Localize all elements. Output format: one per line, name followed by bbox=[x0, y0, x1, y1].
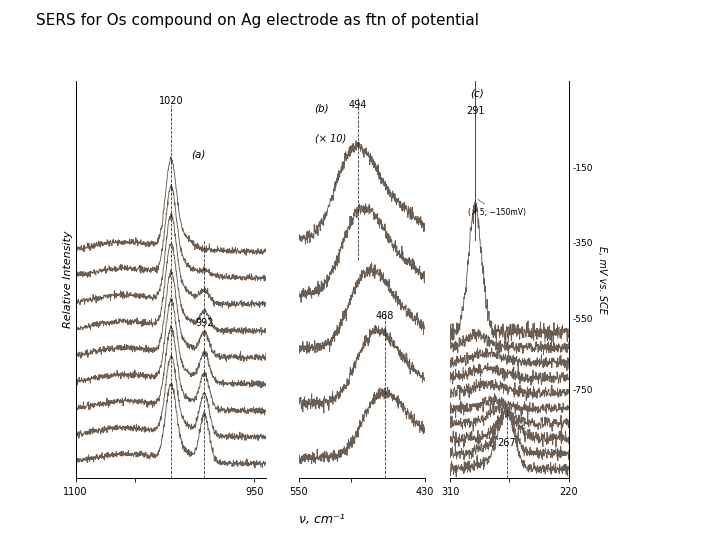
Text: -750: -750 bbox=[572, 386, 593, 395]
Text: 992: 992 bbox=[195, 318, 214, 328]
Text: (b): (b) bbox=[315, 104, 329, 113]
Text: 1020: 1020 bbox=[158, 96, 184, 105]
Text: (a): (a) bbox=[192, 150, 206, 160]
Text: 494: 494 bbox=[348, 100, 366, 110]
Y-axis label: Relative Intensity: Relative Intensity bbox=[63, 231, 73, 328]
Text: ν, cm⁻¹: ν, cm⁻¹ bbox=[300, 514, 345, 526]
Text: 291: 291 bbox=[466, 106, 485, 116]
Text: -350: -350 bbox=[572, 239, 593, 248]
Text: SERS for Os compound on Ag electrode as ftn of potential: SERS for Os compound on Ag electrode as … bbox=[36, 14, 479, 29]
Text: (× 10): (× 10) bbox=[315, 134, 346, 144]
Text: E, mV vs. SCE: E, mV vs. SCE bbox=[597, 246, 607, 313]
Text: (× 5; −150mV): (× 5; −150mV) bbox=[469, 199, 526, 218]
Text: 468: 468 bbox=[376, 311, 394, 321]
Text: 267: 267 bbox=[498, 438, 516, 448]
Text: -150: -150 bbox=[572, 164, 593, 173]
Text: -550: -550 bbox=[572, 315, 593, 323]
Text: (c): (c) bbox=[470, 89, 484, 99]
